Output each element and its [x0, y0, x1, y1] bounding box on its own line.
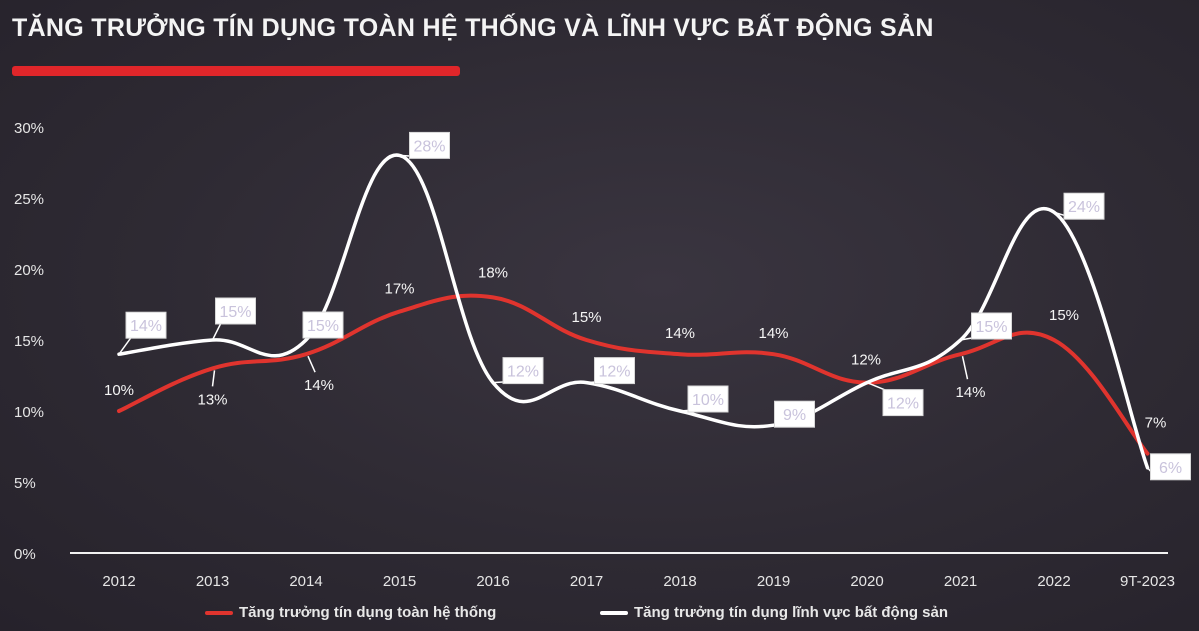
data-label-real-estate-credit: 15% [219, 304, 251, 321]
callout-box [1063, 192, 1105, 220]
x-tick-label: 2021 [944, 573, 977, 590]
y-tick-label: 0% [14, 546, 36, 563]
data-label-total-credit: 18% [478, 264, 508, 281]
legend-item-total-credit: Tăng trưởng tín dụng toàn hệ thống [205, 604, 496, 621]
callout-pointer [118, 335, 133, 355]
data-label-total-credit: 12% [851, 352, 881, 369]
data-label-leader [211, 370, 216, 387]
data-label-real-estate-credit: 28% [413, 138, 445, 155]
callout-box [882, 389, 924, 417]
callout-box [302, 311, 344, 339]
data-label-real-estate-credit: 9% [783, 407, 806, 424]
data-label-real-estate-credit: 15% [975, 319, 1007, 336]
callout-box [971, 312, 1012, 340]
data-label-real-estate-credit: 12% [507, 364, 539, 381]
data-label-total-credit: 14% [758, 325, 788, 342]
callout-box [594, 357, 635, 385]
data-label-total-credit: 13% [197, 391, 227, 408]
callout-box [215, 297, 256, 325]
x-tick-label: 2022 [1037, 573, 1070, 590]
x-tick-label: 2014 [289, 573, 322, 590]
y-tick-label: 30% [14, 120, 44, 137]
x-tick-label: 2013 [196, 573, 229, 590]
x-tick-label: 2012 [102, 573, 135, 590]
y-tick-label: 20% [14, 262, 44, 279]
line-chart: 0% 5% 10% 15% 20% 25% 30% 2012 2013 2014 2015 2016 2… [14, 120, 1191, 590]
y-tick-label: 10% [14, 404, 44, 421]
data-label-real-estate-credit: 6% [1159, 460, 1182, 477]
data-label-total-credit: 14% [665, 325, 695, 342]
data-label-leader [961, 356, 969, 380]
callout-box [409, 131, 450, 159]
data-label-total-credit: 15% [1049, 307, 1079, 324]
data-label-total-credit: 17% [384, 281, 414, 298]
x-tick-label: 2019 [757, 573, 790, 590]
x-tick-label: 2015 [383, 573, 416, 590]
series-line-real-estate-credit [117, 153, 1150, 470]
legend-item-real-estate-credit: Tăng trưởng tín dụng lĩnh vực bất động s… [600, 604, 948, 621]
callout-box [125, 311, 167, 339]
title-underline-bar [12, 66, 460, 76]
series-line-total-credit [117, 293, 1150, 456]
data-label-real-estate-credit: 10% [692, 392, 724, 409]
legend-label-real-estate-credit: Tăng trưởng tín dụng lĩnh vực bất động s… [634, 604, 949, 621]
data-label-total-credit: 14% [304, 377, 334, 394]
data-label-leader [307, 355, 316, 373]
x-tick-label: 9T-2023 [1120, 573, 1175, 590]
y-tick-label: 5% [14, 475, 36, 492]
callout-box [774, 400, 815, 428]
data-label-real-estate-credit: 15% [307, 318, 339, 335]
callout-box [1150, 453, 1191, 481]
callout-pointer [211, 321, 223, 341]
callout-box [687, 385, 729, 413]
legend-swatch-white [600, 610, 628, 615]
x-tick-label: 2016 [476, 573, 509, 590]
callout-box [502, 357, 544, 385]
x-tick-label: 2017 [570, 573, 603, 590]
y-tick-label: 15% [14, 333, 44, 350]
data-label-total-credit: 10% [104, 382, 134, 399]
data-label-total-credit: 14% [955, 384, 985, 401]
chart-title: TĂNG TRƯỞNG TÍN DỤNG TOÀN HỆ THỐNG VÀ LĨ… [12, 14, 934, 42]
data-label-total-credit: 15% [571, 309, 601, 326]
data-label-real-estate-credit: 24% [1068, 199, 1100, 216]
x-tick-label: 2018 [663, 573, 696, 590]
legend-label-total-credit: Tăng trưởng tín dụng toàn hệ thống [239, 604, 497, 621]
y-tick-label: 25% [14, 191, 44, 208]
legend-swatch-red [205, 610, 233, 615]
x-tick-label: 2020 [850, 573, 883, 590]
data-label-total-credit: 7% [1145, 415, 1167, 432]
data-label-real-estate-credit: 14% [130, 318, 162, 335]
data-label-real-estate-credit: 12% [887, 396, 919, 413]
data-label-real-estate-credit: 12% [598, 364, 630, 381]
